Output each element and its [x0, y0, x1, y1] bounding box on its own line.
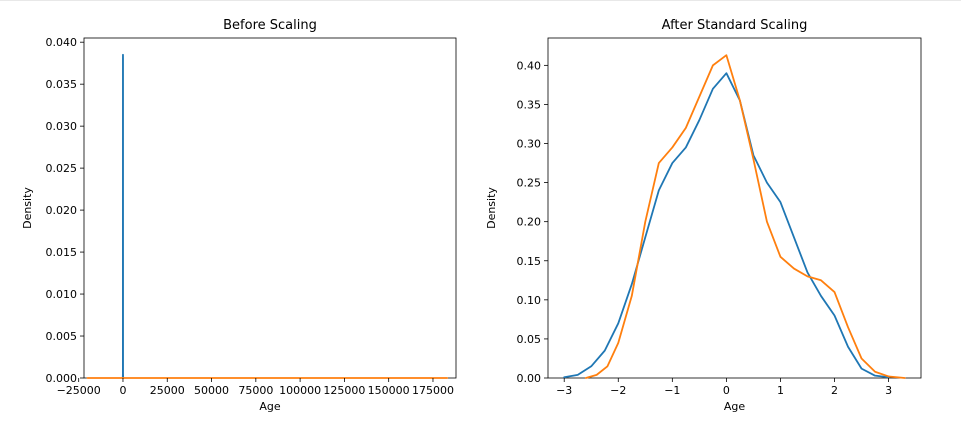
- y-tick-label: 0.000: [46, 372, 78, 385]
- x-tick-label: 0: [119, 384, 126, 397]
- y-tick-label: 0.05: [517, 333, 542, 346]
- x-tick-label: 175000: [412, 384, 454, 397]
- cell-top-border: [0, 0, 961, 1]
- y-tick-label: 0.035: [46, 78, 78, 91]
- x-tick-label: 150000: [368, 384, 410, 397]
- series-line-2: [584, 54, 906, 379]
- series-line-1: [563, 72, 890, 379]
- y-tick-label: 0.25: [517, 177, 542, 190]
- y-tick-label: 0.020: [46, 204, 78, 217]
- x-tick-label: 3: [885, 384, 892, 397]
- y-tick-label: 0.35: [517, 98, 542, 111]
- y-tick-label: 0.005: [46, 330, 78, 343]
- y-tick-label: 0.30: [517, 138, 542, 151]
- x-tick-label: 25000: [150, 384, 185, 397]
- y-tick-label: 0.030: [46, 120, 78, 133]
- x-tick-label: −2: [610, 384, 626, 397]
- x-axis-label: Age: [724, 400, 746, 413]
- y-tick-label: 0.015: [46, 246, 78, 259]
- chart-title: After Standard Scaling: [662, 18, 808, 33]
- x-tick-label: 0: [723, 384, 730, 397]
- chart-2: −3 −2 −1 0 1 2 3 0.00 0.05 0.10 0.15 0.20 0.25 0.30 0.…: [485, 18, 922, 413]
- y-tick-label: 0.025: [46, 162, 78, 175]
- chart-1: −25000 0 25000 50000 75000 100000 125000 150000…: [21, 18, 457, 413]
- x-axis-label: Age: [259, 400, 281, 413]
- x-tick-label: 75000: [238, 384, 273, 397]
- y-tick-label: 0.010: [46, 288, 78, 301]
- plot-frame: [83, 37, 457, 379]
- y-tick-label: 0.10: [517, 294, 542, 307]
- y-tick-label: 0.40: [517, 59, 542, 72]
- y-axis-label: Density: [21, 187, 34, 229]
- y-tick-label: 0.040: [46, 36, 78, 49]
- x-tick-label: −25000: [57, 384, 101, 397]
- x-tick-label: 1: [777, 384, 784, 397]
- y-tick-label: 0.00: [517, 372, 542, 385]
- x-tick-label: 100000: [279, 384, 321, 397]
- y-axis-label: Density: [485, 187, 498, 229]
- plot-frame: [547, 37, 922, 379]
- chart-title: Before Scaling: [223, 18, 317, 33]
- x-tick-label: 125000: [323, 384, 365, 397]
- x-tick-label: 50000: [194, 384, 229, 397]
- y-tick-label: 0.15: [517, 255, 542, 268]
- y-tick-label: 0.20: [517, 216, 542, 229]
- x-tick-label: 2: [831, 384, 838, 397]
- x-tick-label: −3: [556, 384, 572, 397]
- x-tick-label: −1: [664, 384, 680, 397]
